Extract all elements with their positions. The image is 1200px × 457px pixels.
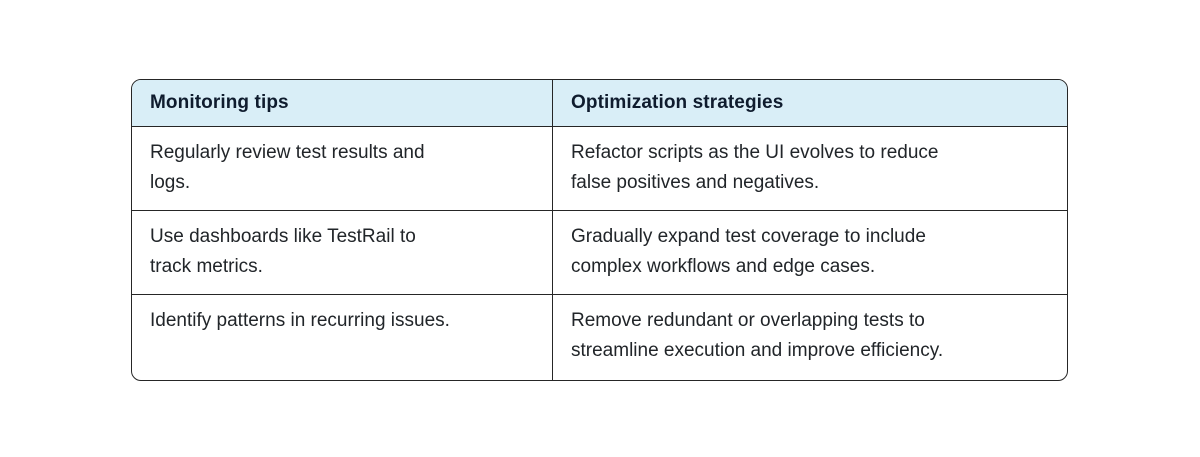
column-header-optimization-strategies: Optimization strategies bbox=[553, 80, 1067, 127]
table-row: Regularly review test results and logs. … bbox=[132, 127, 1067, 211]
column-header-monitoring-tips: Monitoring tips bbox=[132, 80, 553, 127]
cell-monitoring-tip-1: Regularly review test results and logs. bbox=[132, 127, 553, 211]
header-row: Monitoring tips Optimization strategies bbox=[132, 80, 1067, 127]
cell-optimization-strategy-3: Remove redundant or overlapping tests to… bbox=[571, 310, 944, 361]
table-header: Monitoring tips Optimization strategies bbox=[132, 80, 1067, 127]
cell-optimization-strategy-2: Gradually expand test coverage to includ… bbox=[553, 211, 1067, 295]
cell-monitoring-tip-3: Identify patterns in recurring issues. bbox=[132, 295, 553, 380]
table-row: Use dashboards like TestRail to track me… bbox=[132, 211, 1067, 295]
table-row: Identify patterns in recurring issues. R… bbox=[132, 295, 1067, 380]
cell-monitoring-tip-2: Use dashboards like TestRail to track me… bbox=[132, 211, 553, 295]
comparison-table: Monitoring tips Optimization strategies … bbox=[131, 79, 1068, 381]
table-body: Regularly review test results and logs. … bbox=[132, 127, 1067, 380]
cell-optimization-strategy-1: Refactor scripts as the UI evolves to re… bbox=[553, 127, 1067, 211]
